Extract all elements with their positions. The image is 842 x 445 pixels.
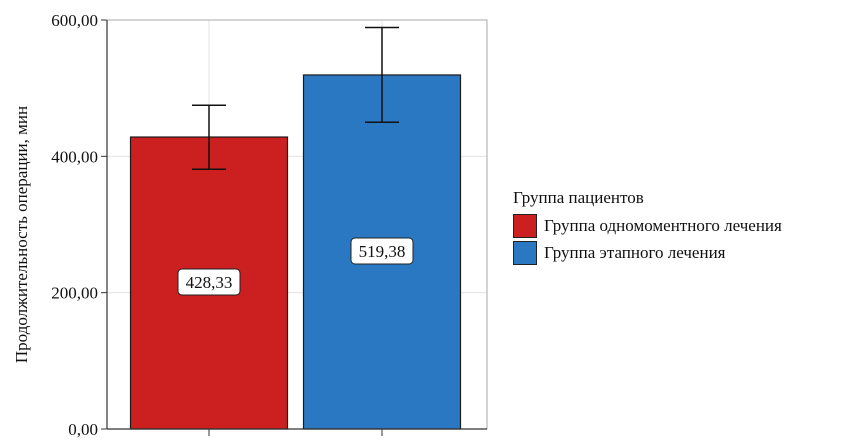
- legend: Группа пациентов Группа одномоментного л…: [513, 188, 782, 266]
- legend-item-one-stage: Группа одномоментного лечения: [513, 212, 782, 239]
- legend-label-one-stage: Группа одномоментного лечения: [544, 215, 782, 235]
- data-label-box: [350, 237, 414, 265]
- legend-label-staged: Группа этапного лечения: [544, 242, 726, 262]
- data-label: 428,33: [186, 273, 233, 292]
- legend-item-staged: Группа этапного лечения: [513, 239, 782, 266]
- legend-swatch-one-stage: [513, 213, 537, 238]
- legend-title: Группа пациентов: [513, 188, 644, 207]
- y-axis-label: Продолжительность операции, мин: [12, 106, 31, 363]
- data-label: 519,38: [359, 242, 406, 261]
- y-tick-label: 0,00: [68, 420, 98, 439]
- y-tick-label: 400,00: [51, 147, 98, 166]
- data-label-box: [177, 268, 241, 296]
- y-tick-label: 200,00: [51, 284, 98, 303]
- legend-swatch-staged: [513, 240, 537, 265]
- y-tick-label: 600,00: [51, 11, 98, 30]
